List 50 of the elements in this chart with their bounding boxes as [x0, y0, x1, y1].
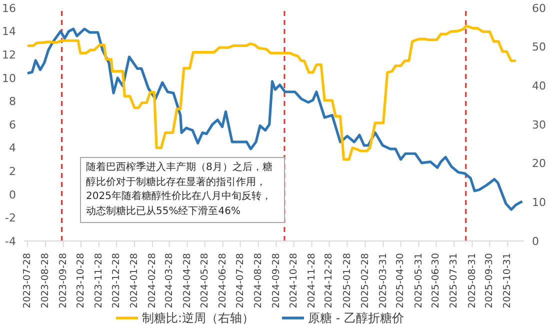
x-tick-label: 2024-06-28	[217, 253, 228, 308]
y-tick-label: 6	[9, 118, 16, 132]
y2-tick-label: 40	[532, 80, 546, 93]
x-tick-label: 2024-12-28	[324, 253, 335, 308]
y-tick-label: 10	[2, 72, 16, 85]
y-tick-label: 8	[9, 95, 16, 108]
x-tick-label: 2024-05-28	[199, 253, 210, 308]
annotation: 随着巴西榨季进入丰产期（8月）之后，糖醇比价对于制糖比存在显著的指引作用，2025年随着糖醇性价比在八月中旬反转，动态制糖比已从55%经下滑至46%	[80, 157, 285, 223]
y2-tick-label: 0	[532, 234, 539, 248]
x-tick-label: 2025-10-31	[502, 253, 514, 308]
y2-tick-label: 50	[532, 40, 546, 54]
x-tick-label: 2025-08-31	[466, 253, 478, 308]
x-tick-label: 2023-07-28	[22, 253, 33, 308]
x-tick-label: 2023-10-28	[75, 253, 86, 308]
line-series	[26, 24, 518, 161]
x-tick-label: 2024-02-28	[146, 253, 158, 308]
y2-tick-label: 10	[532, 196, 546, 210]
legend-label: 原糖 - 乙醇折糖价	[308, 311, 404, 326]
x-tick-label: 2024-08-28	[252, 253, 264, 308]
x-tick-label: 2024-10-28	[288, 253, 300, 308]
x-tick-label: 2025-07-31	[448, 253, 460, 308]
legend-label: 制糖比:逆周（右轴）	[142, 311, 254, 326]
x-tick-label: 2025-06-30	[430, 253, 442, 308]
x-tick-label: 2025-04-30	[395, 253, 406, 308]
x-tick-label: 2023-09-28	[58, 253, 70, 308]
x-tick-label: 2024-03-28	[164, 253, 175, 308]
y-tick-label: -4	[5, 234, 16, 248]
y-tick-label: 2	[9, 165, 16, 178]
y-tick-label: 14	[2, 25, 16, 38]
x-tick-label: 2024-01-28	[128, 253, 140, 308]
x-tick-label: 2025-03-31	[378, 253, 389, 308]
x-tick-label: 2024-07-28	[234, 253, 246, 308]
x-tick-label: 2025-01-28	[342, 253, 353, 308]
y-tick-label: 0	[9, 188, 16, 202]
x-tick-label: 2023-12-28	[110, 253, 122, 308]
x-tick-label: 2025-09-30	[484, 253, 496, 308]
x-tick-label: 2025-02-28	[360, 253, 371, 308]
x-tick-label: 2023-08-28	[40, 253, 52, 308]
x-tick-label: 2024-04-28	[182, 253, 193, 308]
x-tick-label: 2024-09-28	[270, 253, 282, 308]
y-tick-label: 4	[9, 142, 16, 155]
x-tick-label: 2023-11-28	[94, 253, 104, 308]
y-tick-label: 12	[2, 48, 16, 62]
x-tick-label: 2024-11-28	[306, 253, 318, 308]
y-tick-label: -2	[5, 212, 16, 225]
y2-tick-label: 20	[532, 157, 546, 170]
x-tick-label: 2025-05-31	[413, 253, 424, 308]
y-tick-label: 16	[2, 2, 16, 15]
y2-tick-label: 30	[532, 118, 546, 132]
y2-tick-label: 60	[532, 2, 546, 15]
